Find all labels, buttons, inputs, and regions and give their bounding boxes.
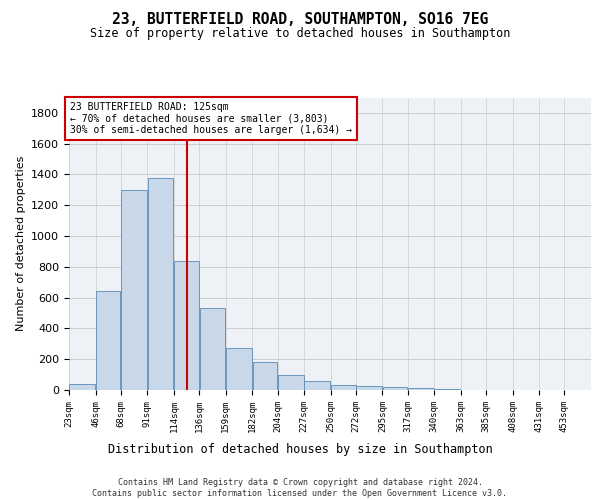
Y-axis label: Number of detached properties: Number of detached properties	[16, 156, 26, 332]
Bar	[226, 348, 252, 390]
Text: Distribution of detached houses by size in Southampton: Distribution of detached houses by size …	[107, 442, 493, 456]
Bar	[253, 362, 277, 390]
Text: 23, BUTTERFIELD ROAD, SOUTHAMPTON, SO16 7EG: 23, BUTTERFIELD ROAD, SOUTHAMPTON, SO16 …	[112, 12, 488, 28]
Bar	[304, 381, 330, 390]
Bar	[200, 308, 226, 390]
Text: Contains HM Land Registry data © Crown copyright and database right 2024.
Contai: Contains HM Land Registry data © Crown c…	[92, 478, 508, 498]
Bar	[148, 178, 173, 390]
Bar	[383, 387, 407, 390]
Bar	[96, 292, 121, 390]
Bar	[121, 190, 147, 390]
Bar	[408, 388, 434, 390]
Text: Size of property relative to detached houses in Southampton: Size of property relative to detached ho…	[90, 28, 510, 40]
Bar	[278, 374, 304, 390]
Bar	[356, 386, 382, 390]
Text: 23 BUTTERFIELD ROAD: 125sqm
← 70% of detached houses are smaller (3,803)
30% of : 23 BUTTERFIELD ROAD: 125sqm ← 70% of det…	[70, 102, 352, 136]
Bar	[331, 386, 356, 390]
Bar	[174, 260, 199, 390]
Bar	[70, 384, 95, 390]
